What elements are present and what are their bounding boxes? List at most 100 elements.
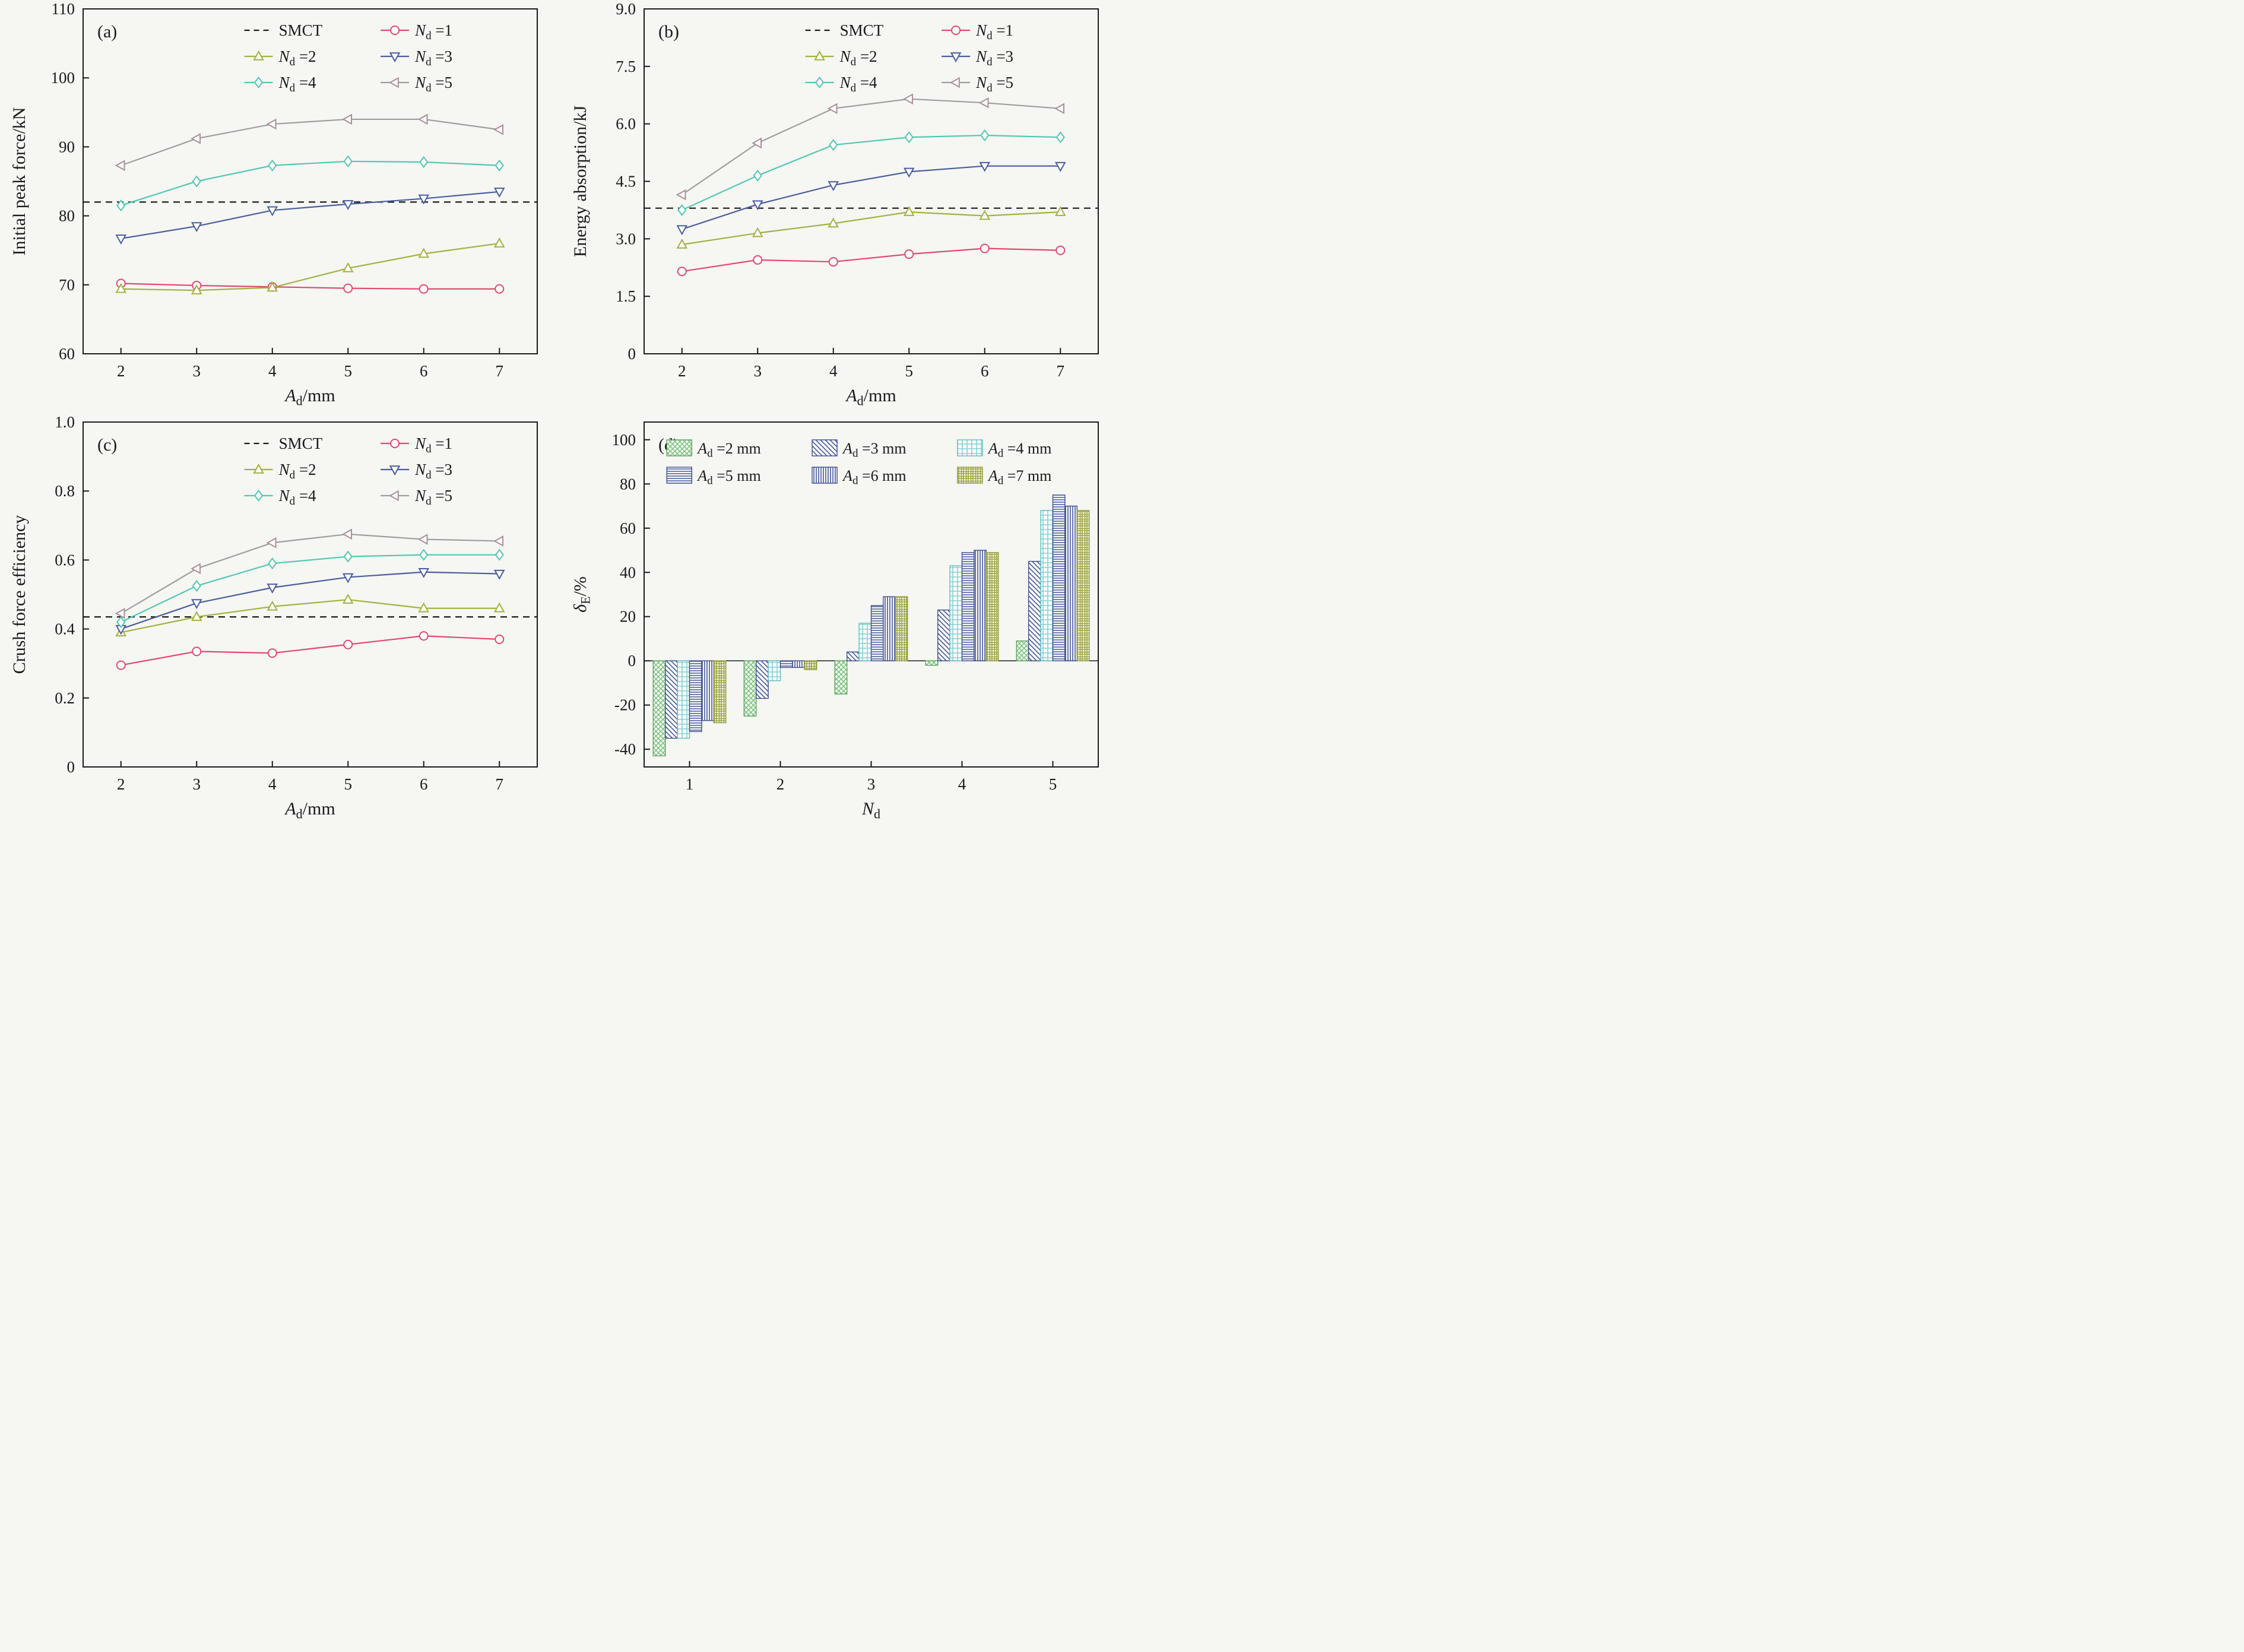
legend-item: Nd =2 (244, 461, 316, 481)
svg-text:SMCT: SMCT (279, 435, 323, 452)
svg-text:SMCT: SMCT (840, 21, 884, 39)
legend-item: Nd =3 (942, 47, 1013, 68)
figure-grid: 60 70 80 90 100 110 2 3 4 5 6 7 Ad/mm Initial peak fo… (0, 0, 1122, 826)
x-tick-label: 2 (678, 362, 686, 380)
y-tick-label: 0 (628, 652, 636, 670)
x-tick-label: 3 (754, 362, 762, 380)
x-tick-label: 3 (193, 362, 201, 380)
y-tick-label: 100 (612, 431, 636, 449)
bar-ad3-n5 (1028, 560, 1041, 661)
svg-text:Nd =2: Nd =2 (839, 47, 877, 68)
bar-groups (652, 494, 1090, 757)
svg-text:Nd =2: Nd =2 (278, 47, 316, 68)
y-tick-label: 90 (59, 138, 75, 156)
legend-item: Nd =4 (805, 74, 877, 94)
bar-ad5-n2 (779, 660, 793, 668)
y-tick-label: 70 (59, 276, 75, 294)
y-tick-label: 4.5 (616, 173, 636, 191)
x-tick-label: 2 (117, 775, 125, 793)
series-nd2 (676, 206, 1066, 249)
svg-text:Nd =5: Nd =5 (975, 74, 1013, 94)
bar-ad6-n1 (701, 660, 714, 721)
svg-text:Nd =4: Nd =4 (278, 487, 316, 508)
y-tick-label: 9.0 (616, 0, 636, 18)
svg-text:δE/%: δE/% (570, 576, 593, 613)
x-tick-label: 5 (1049, 775, 1057, 793)
legend-item: Nd =2 (244, 47, 316, 68)
bar-ad5-n4 (961, 552, 975, 661)
legend-item: Nd =5 (381, 487, 452, 508)
panel-a-chart: 60 70 80 90 100 110 2 3 4 5 6 7 Ad/mm Initial peak fo… (9, 0, 538, 408)
x-tick-label: 5 (344, 362, 353, 380)
axes-frame (83, 8, 538, 354)
legend: SMCT Nd =1 Nd =2 Nd =3 Nd =4 Nd =5 (805, 21, 1013, 94)
x-tick-label: 1 (686, 775, 694, 793)
bar-ad5-n3 (870, 605, 884, 661)
series-nd3 (115, 567, 505, 635)
panel-a: 60 70 80 90 100 110 2 3 4 5 6 7 Ad/mm Initial peak fo… (0, 0, 561, 413)
x-tick-label: 7 (496, 775, 504, 793)
legend-item: Ad =5 mm (666, 467, 761, 487)
x-tick-label: 5 (344, 775, 353, 793)
svg-text:Nd =1: Nd =1 (975, 21, 1013, 42)
bar-ad6-n2 (792, 660, 805, 668)
y-tick-label: 1.0 (55, 413, 75, 431)
bar-ad3-n4 (937, 609, 950, 661)
bar-ad2-n2 (743, 660, 757, 717)
svg-text:Ad/mm: Ad/mm (845, 386, 896, 408)
legend-item: Ad =2 mm (666, 439, 761, 460)
bar-ad7-n3 (895, 596, 908, 661)
bar-ad4-n5 (1040, 510, 1054, 661)
series-nd4 (116, 155, 504, 212)
svg-text:Ad/mm: Ad/mm (284, 799, 335, 822)
svg-text:Ad/mm: Ad/mm (284, 386, 335, 408)
y-tick-label: 0 (628, 345, 636, 363)
bar-ad5-n1 (689, 660, 702, 733)
panel-c: 0 0.2 0.4 0.6 0.8 1.0 2 3 4 5 6 7 Ad/mm Crush force e… (0, 413, 561, 826)
panel-label: (a) (97, 22, 117, 42)
x-tick-label: 4 (958, 775, 966, 793)
series-nd5 (676, 93, 1065, 201)
panel-label: (b) (658, 22, 679, 42)
y-tick-label: 110 (52, 0, 75, 18)
svg-text:Ad =2 mm: Ad =2 mm (696, 440, 761, 460)
svg-text:Nd =5: Nd =5 (414, 487, 452, 508)
y-tick-label: 80 (59, 207, 75, 225)
bar-ad6-n5 (1064, 505, 1078, 661)
x-tick-label: 4 (829, 362, 838, 380)
legend-item: Nd =3 (381, 461, 452, 481)
legend: Ad =2 mm Ad =3 mm Ad =4 mm Ad =5 mm Ad =6 mm… (666, 439, 1051, 487)
series-nd1 (677, 243, 1066, 277)
bar-ad2-n5 (1016, 640, 1029, 661)
legend-item: Nd =4 (244, 487, 316, 508)
y-tick-label: -20 (614, 696, 636, 714)
svg-text:Nd =3: Nd =3 (414, 47, 452, 68)
legend-item: Nd =3 (381, 47, 452, 68)
bar-ad4-n1 (677, 660, 690, 739)
svg-text:Nd =4: Nd =4 (839, 74, 877, 94)
y-tick-label: 1.5 (616, 287, 636, 305)
x-tick-label: 6 (420, 362, 428, 380)
svg-text:Nd =3: Nd =3 (414, 461, 452, 481)
svg-text:Nd =1: Nd =1 (414, 435, 452, 455)
series-nd2 (115, 237, 505, 294)
x-tick-label: 5 (905, 362, 914, 380)
bar-ad7-n1 (713, 660, 727, 724)
legend-item: Ad =3 mm (812, 439, 907, 460)
bar-ad3-n1 (664, 660, 678, 739)
legend-item: SMCT (805, 21, 884, 39)
y-tick-label: 7.5 (616, 58, 636, 75)
bar-ad4-n2 (768, 660, 781, 681)
bar-ad6-n4 (974, 550, 987, 661)
panel-label: (c) (97, 435, 117, 455)
legend-item: Nd =1 (942, 21, 1013, 42)
bar-ad3-n2 (756, 660, 769, 699)
x-tick-label: 7 (496, 362, 504, 380)
legend-item: Ad =4 mm (957, 439, 1051, 460)
x-tick-label: 3 (867, 775, 876, 793)
svg-text:SMCT: SMCT (279, 21, 323, 39)
x-tick-label: 3 (193, 775, 201, 793)
legend-item: SMCT (244, 435, 323, 452)
legend-item: Nd =5 (942, 74, 1013, 94)
legend-item: Nd =1 (381, 21, 452, 42)
